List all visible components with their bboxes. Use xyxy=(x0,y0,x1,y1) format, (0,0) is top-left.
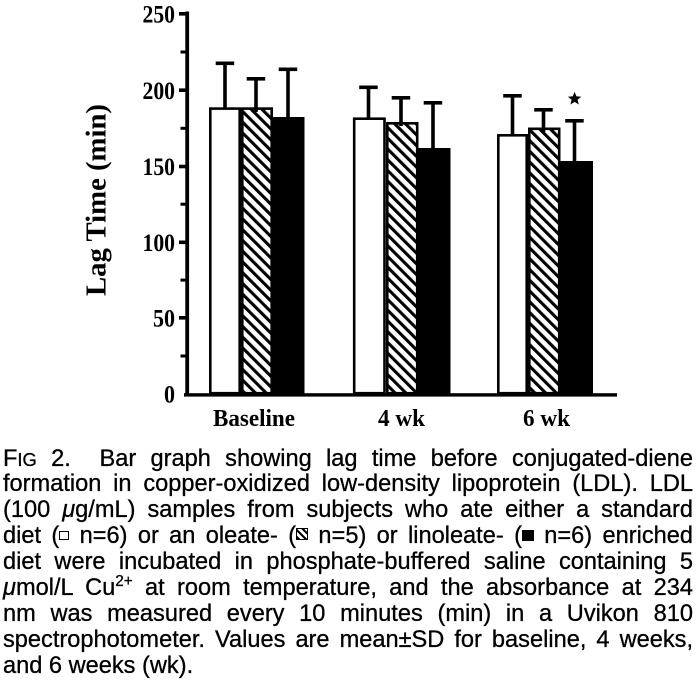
svg-text:100: 100 xyxy=(143,228,176,257)
svg-text:6 wk: 6 wk xyxy=(523,405,570,432)
svg-text:Lag Time (min): Lag Time (min) xyxy=(81,104,113,296)
svg-text:50: 50 xyxy=(153,303,175,332)
svg-text:Baseline: Baseline xyxy=(213,405,295,432)
svg-text:150: 150 xyxy=(143,152,176,181)
svg-text:200: 200 xyxy=(143,76,176,105)
svg-text:4 wk: 4 wk xyxy=(378,405,425,432)
svg-text:250: 250 xyxy=(143,0,176,29)
svg-text:0: 0 xyxy=(164,379,175,408)
